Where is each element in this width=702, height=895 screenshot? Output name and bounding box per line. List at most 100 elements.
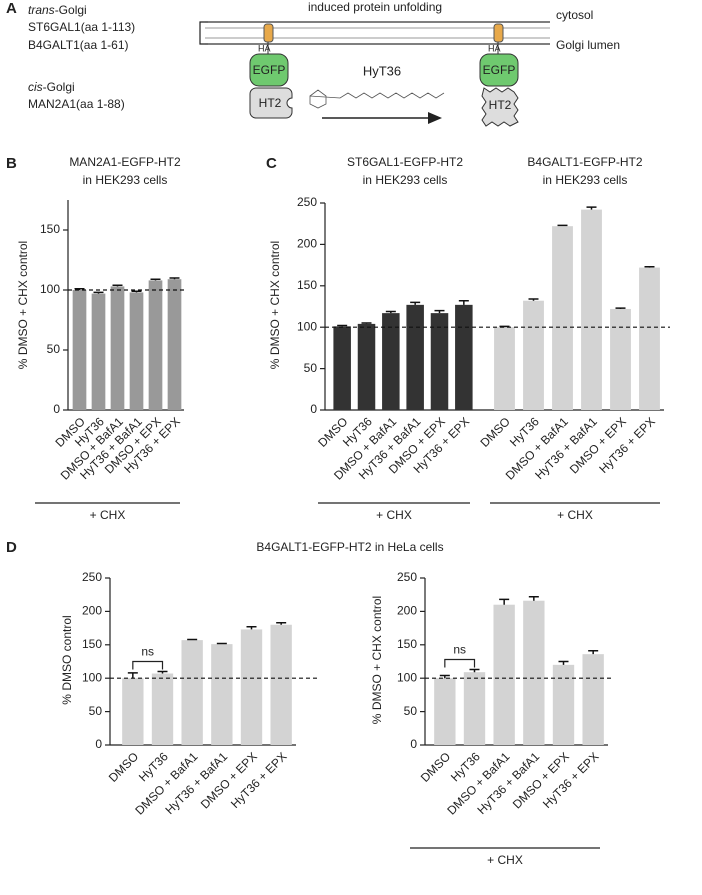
domain-label: EGFP: [483, 63, 516, 77]
bar: [639, 267, 660, 410]
bar: [91, 293, 106, 410]
y-tick-label: 200: [397, 604, 417, 618]
error-bar: [615, 307, 626, 309]
ht2-shape: [481, 87, 519, 127]
significance-bracket: [132, 660, 164, 670]
error-bar: [337, 324, 348, 327]
annotation: induced protein unfolding: [308, 0, 442, 14]
bar: [581, 209, 602, 410]
y-tick-label: 250: [397, 570, 417, 584]
domain-label: EGFP: [253, 63, 286, 77]
error-bar: [187, 638, 198, 641]
error-bar: [434, 309, 445, 314]
bracket-label: + CHX: [376, 508, 412, 522]
y-tick-label: 100: [397, 670, 417, 684]
error-bar: [557, 224, 568, 227]
error-bar: [131, 290, 142, 293]
error-bar: [216, 642, 227, 645]
y-tick-label: 250: [82, 570, 102, 584]
bar: [270, 624, 292, 745]
bar: [523, 300, 544, 410]
construct-label: MAN2A1(aa 1-88): [28, 97, 125, 111]
y-tick-label: 150: [397, 637, 417, 651]
panel-title: B4GALT1-EGFP-HT2 in HeLa cells: [256, 540, 443, 554]
x-tick-label: DMSO: [106, 749, 141, 784]
error-bar: [644, 266, 655, 268]
y-tick-label: 50: [47, 342, 61, 356]
construct-label: ST6GAL1(aa 1-113): [28, 20, 135, 34]
y-tick-label: 200: [82, 604, 102, 618]
error-bar: [586, 206, 597, 210]
y-tick-label: 150: [297, 278, 317, 292]
bar: [151, 673, 174, 745]
egfp-box: [479, 53, 519, 87]
bracket-label: + CHX: [90, 508, 126, 522]
bar: [72, 290, 87, 410]
region-label: Golgi lumen: [556, 38, 620, 52]
bar: [167, 279, 182, 410]
charts: 0 50 100 150 % DMSO + CHX control MAN2A1-EGFP…: [16, 155, 670, 867]
y-tick-label: 50: [404, 704, 418, 718]
ht2-shape: [249, 87, 293, 119]
bar: [181, 640, 203, 745]
y-tick-label: 50: [89, 704, 103, 718]
y-axis-label: % DMSO control: [60, 615, 74, 704]
error-bar: [528, 298, 539, 301]
arrow-head: [428, 112, 442, 124]
group-title: ST6GAL1-EGFP-HT2: [347, 155, 463, 169]
error-bar: [93, 291, 104, 294]
y-axis-label: % DMSO + CHX control: [370, 596, 384, 724]
bar: [523, 600, 545, 745]
y-tick-label: 100: [297, 319, 317, 333]
significance-label: ns: [453, 643, 466, 657]
error-bar: [499, 598, 510, 605]
error-bar: [528, 595, 539, 601]
y-tick-label: 150: [40, 222, 60, 236]
bar: [357, 323, 376, 410]
bracket-label: + CHX: [487, 853, 523, 867]
bar: [552, 664, 575, 745]
significance-bracket: [444, 658, 476, 668]
group-title: in HEK293 cells: [363, 173, 448, 187]
y-axis-label: % DMSO + CHX control: [268, 241, 282, 369]
panel-label: B: [6, 155, 17, 172]
error-bar: [588, 650, 599, 655]
region-label: cytosol: [556, 8, 593, 22]
chart-title: in HEK293 cells: [83, 173, 168, 187]
y-tick-label: 100: [82, 670, 102, 684]
group-title: B4GALT1-EGFP-HT2: [527, 155, 642, 169]
panel-label: C: [266, 155, 277, 172]
bar: [610, 308, 631, 410]
chart-title: MAN2A1-EGFP-HT2: [69, 155, 181, 169]
bar: [494, 327, 515, 410]
error-bar: [157, 670, 168, 674]
error-bar: [558, 660, 569, 665]
error-bar: [499, 325, 510, 328]
bar: [240, 629, 263, 745]
error-bar: [112, 284, 123, 287]
bar: [333, 326, 351, 410]
error-bar: [361, 322, 372, 324]
y-tick-label: 100: [40, 282, 60, 296]
bar: [455, 304, 473, 410]
golgi-label: cis-Golgi: [28, 80, 75, 94]
bar: [122, 678, 144, 745]
y-tick-label: 0: [53, 402, 60, 416]
compound-label: HyT36: [363, 63, 401, 78]
italic-prefix: trans: [28, 3, 55, 17]
tag-label: HA: [488, 43, 501, 53]
bar: [211, 644, 233, 745]
bar: [463, 672, 486, 745]
error-bar: [127, 672, 138, 679]
y-tick-label: 200: [297, 237, 317, 251]
error-bar: [276, 622, 287, 625]
italic-prefix: cis: [28, 80, 43, 94]
error-bar: [169, 277, 180, 280]
x-tick-label: DMSO: [418, 749, 453, 784]
domain-label: HT2: [259, 96, 282, 110]
panel-label: A: [6, 0, 17, 17]
bar: [406, 304, 424, 410]
error-bar: [439, 674, 450, 679]
